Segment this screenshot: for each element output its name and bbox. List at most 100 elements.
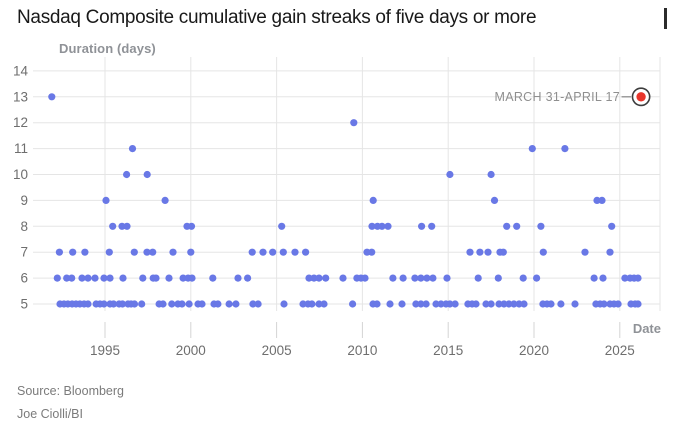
data-point[interactable] xyxy=(139,274,147,282)
data-point[interactable] xyxy=(320,300,328,308)
data-point[interactable] xyxy=(561,145,569,153)
data-point[interactable] xyxy=(472,300,480,308)
data-point[interactable] xyxy=(118,222,126,230)
data-point[interactable] xyxy=(446,170,454,179)
data-point[interactable] xyxy=(128,145,137,153)
data-point[interactable] xyxy=(102,196,110,204)
data-point[interactable] xyxy=(291,248,299,256)
data-point[interactable] xyxy=(188,274,196,282)
data-point[interactable] xyxy=(621,274,629,282)
data-point[interactable] xyxy=(499,248,507,256)
data-point[interactable] xyxy=(249,300,257,308)
data-point[interactable] xyxy=(482,300,490,308)
data-point[interactable] xyxy=(451,300,459,308)
data-point[interactable] xyxy=(244,274,252,282)
data-point[interactable] xyxy=(503,222,511,230)
data-point[interactable] xyxy=(474,274,482,282)
data-point[interactable] xyxy=(384,222,392,230)
data-point[interactable] xyxy=(187,222,196,230)
data-point[interactable] xyxy=(315,274,323,282)
data-point[interactable] xyxy=(185,300,193,308)
data-point[interactable] xyxy=(417,274,425,282)
data-point[interactable] xyxy=(590,274,598,282)
data-point[interactable] xyxy=(466,248,474,256)
data-point[interactable] xyxy=(278,222,286,230)
data-point[interactable] xyxy=(533,274,541,282)
data-point[interactable] xyxy=(373,300,381,308)
data-point[interactable] xyxy=(69,248,77,256)
data-point[interactable] xyxy=(91,274,99,282)
data-point[interactable] xyxy=(484,248,492,256)
data-point[interactable] xyxy=(614,300,622,308)
data-point[interactable] xyxy=(600,300,608,308)
data-point[interactable] xyxy=(308,300,316,308)
data-point[interactable] xyxy=(411,274,419,282)
data-point[interactable] xyxy=(487,170,495,179)
data-point[interactable] xyxy=(386,300,394,308)
data-point[interactable] xyxy=(437,300,445,308)
data-point[interactable] xyxy=(78,274,86,282)
data-point[interactable] xyxy=(138,300,146,308)
data-point[interactable] xyxy=(187,248,195,256)
data-point[interactable] xyxy=(494,274,502,282)
data-point[interactable] xyxy=(143,248,151,256)
data-point[interactable] xyxy=(528,145,536,153)
data-point[interactable] xyxy=(84,274,92,282)
data-point[interactable] xyxy=(165,274,173,282)
data-point[interactable] xyxy=(100,274,108,282)
data-point[interactable] xyxy=(349,300,357,308)
data-point[interactable] xyxy=(599,274,607,282)
data-point[interactable] xyxy=(232,300,240,308)
data-point[interactable] xyxy=(417,300,425,308)
data-point[interactable] xyxy=(179,274,187,282)
data-point[interactable] xyxy=(149,248,157,256)
data-point[interactable] xyxy=(299,300,307,308)
data-point[interactable] xyxy=(110,300,118,308)
data-point[interactable] xyxy=(322,274,330,282)
data-point[interactable] xyxy=(634,300,642,308)
data-point[interactable] xyxy=(487,300,495,308)
data-point[interactable] xyxy=(476,248,484,256)
highlighted-point[interactable] xyxy=(636,92,646,102)
data-point[interactable] xyxy=(310,274,318,282)
data-point[interactable] xyxy=(81,248,89,256)
data-point[interactable] xyxy=(608,222,616,230)
data-point[interactable] xyxy=(106,274,114,282)
data-point[interactable] xyxy=(399,274,407,282)
data-point[interactable] xyxy=(118,300,127,308)
data-point[interactable] xyxy=(510,300,518,308)
data-point[interactable] xyxy=(519,274,527,282)
data-point[interactable] xyxy=(143,170,151,179)
data-point[interactable] xyxy=(557,300,565,308)
data-point[interactable] xyxy=(634,274,642,282)
data-point[interactable] xyxy=(68,274,76,282)
data-point[interactable] xyxy=(368,248,376,256)
data-point[interactable] xyxy=(84,300,92,308)
data-point[interactable] xyxy=(152,274,160,282)
data-point[interactable] xyxy=(209,274,217,282)
data-point[interactable] xyxy=(598,196,606,204)
data-point[interactable] xyxy=(428,222,436,230)
data-point[interactable] xyxy=(369,196,377,204)
data-point[interactable] xyxy=(161,196,169,204)
data-point[interactable] xyxy=(513,222,521,230)
data-point[interactable] xyxy=(539,248,547,256)
data-point[interactable] xyxy=(305,274,313,282)
data-point[interactable] xyxy=(130,300,139,308)
data-point[interactable] xyxy=(443,274,451,282)
data-point[interactable] xyxy=(302,248,310,256)
data-point[interactable] xyxy=(254,300,262,308)
data-point[interactable] xyxy=(520,300,528,308)
data-point[interactable] xyxy=(429,274,437,282)
data-point[interactable] xyxy=(446,300,454,308)
data-point[interactable] xyxy=(422,300,430,308)
data-point[interactable] xyxy=(63,274,71,282)
data-point[interactable] xyxy=(178,300,186,308)
data-point[interactable] xyxy=(198,300,206,308)
data-point[interactable] xyxy=(593,196,601,204)
data-point[interactable] xyxy=(505,300,513,308)
data-point[interactable] xyxy=(389,274,397,282)
data-point[interactable] xyxy=(423,274,431,282)
data-point[interactable] xyxy=(418,222,426,230)
data-point[interactable] xyxy=(495,300,503,308)
